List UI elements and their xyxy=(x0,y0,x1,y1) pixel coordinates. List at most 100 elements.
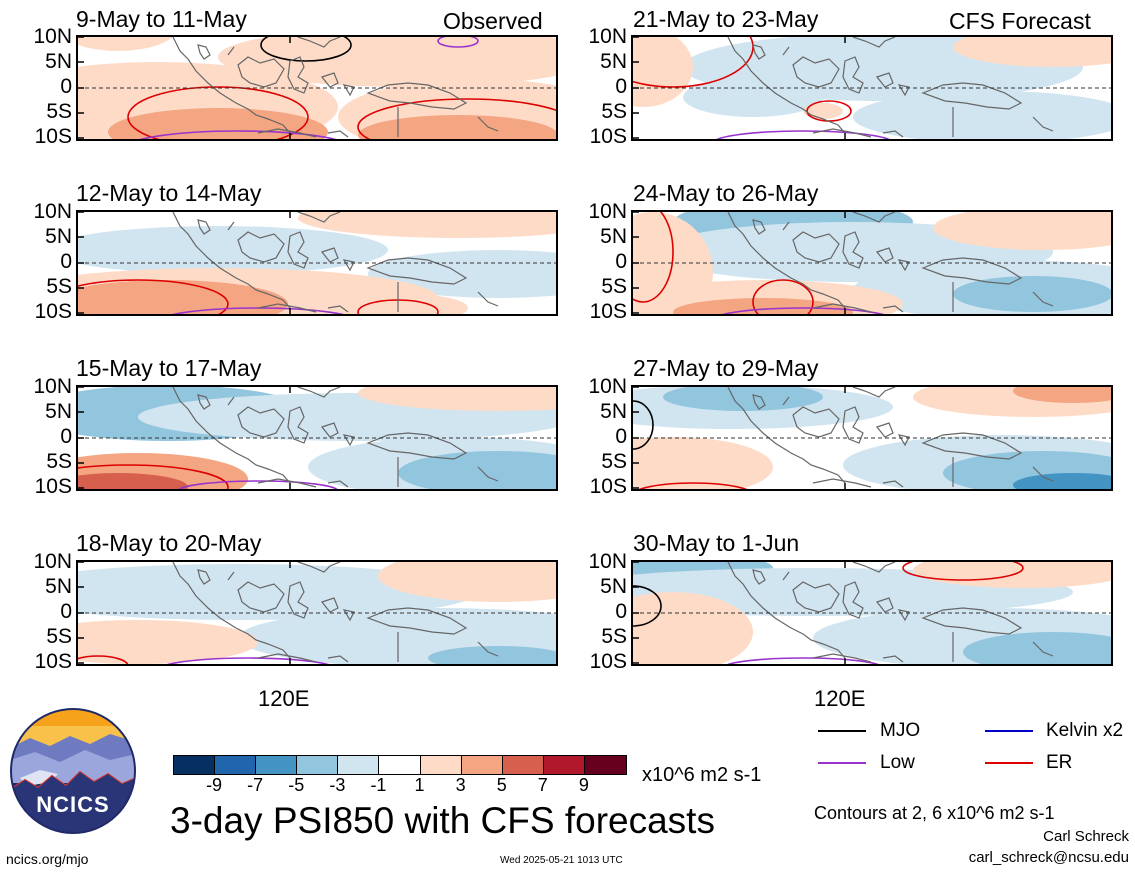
colorbar-units: x10^6 m2 s-1 xyxy=(642,764,761,787)
colorbar-tick-label: -5 xyxy=(281,775,311,796)
lat-label: 5N xyxy=(583,50,627,74)
coastline xyxy=(328,131,348,137)
colorbar-tick-label: -3 xyxy=(322,775,352,796)
lat-label: 10N xyxy=(583,550,627,574)
map-panel-forecast-1 xyxy=(631,35,1113,141)
panel-title: 24-May to 26-May xyxy=(633,180,818,207)
map-panel-observed-2 xyxy=(76,210,558,316)
colorbar-tick-label: 1 xyxy=(405,775,435,796)
lat-label: 10S xyxy=(28,125,72,149)
lat-label: 5N xyxy=(28,575,72,599)
lat-label: 0 xyxy=(28,75,72,99)
legend-label-kelvin: Kelvin x2 xyxy=(1046,720,1123,742)
colorbar-cell xyxy=(174,756,215,774)
panel-tag: CFS Forecast xyxy=(949,8,1091,35)
lat-label: 10N xyxy=(28,550,72,574)
panel-tag: Observed xyxy=(443,8,543,35)
legend-line-mjo xyxy=(818,730,866,732)
anomaly-shading xyxy=(683,77,823,117)
lat-label: 10S xyxy=(583,125,627,149)
lat-label: 5S xyxy=(28,625,72,649)
legend-label-er: ER xyxy=(1046,752,1072,774)
panel-title: 21-May to 23-May xyxy=(633,6,818,33)
lat-label: 5S xyxy=(583,450,627,474)
contour-line xyxy=(713,131,893,139)
colorbar-tick-label: 3 xyxy=(446,775,476,796)
anomaly-shading xyxy=(78,226,388,274)
lat-label: 0 xyxy=(28,425,72,449)
lat-label: 10S xyxy=(583,475,627,499)
timestamp: Wed 2025-05-21 1013 UTC xyxy=(500,855,623,866)
colorbar-cell xyxy=(256,756,297,774)
panel-title: 15-May to 17-May xyxy=(76,355,261,382)
colorbar-tick-label: 5 xyxy=(487,775,517,796)
panel-title: 9-May to 11-May xyxy=(76,6,247,33)
lat-label: 5S xyxy=(583,100,627,124)
legend-label-mjo: MJO xyxy=(880,720,920,742)
lat-label: 0 xyxy=(583,425,627,449)
lat-label: 10S xyxy=(583,650,627,674)
lat-label: 5S xyxy=(28,450,72,474)
colorbar-cell xyxy=(215,756,256,774)
map-svg xyxy=(78,212,556,314)
lon-label-left: 120E xyxy=(258,686,309,712)
map-svg xyxy=(633,562,1111,664)
colorbar-tick-label: 9 xyxy=(569,775,599,796)
author: Carl Schreck xyxy=(1043,828,1129,845)
colorbar-tick-label: -7 xyxy=(240,775,270,796)
lat-label: 0 xyxy=(28,600,72,624)
panel-title: 18-May to 20-May xyxy=(76,530,261,557)
legend-line-kelvin xyxy=(985,730,1033,732)
legend-line-er xyxy=(985,762,1033,764)
lon-label-right: 120E xyxy=(814,686,865,712)
lat-label: 5S xyxy=(583,275,627,299)
lat-label: 10N xyxy=(28,375,72,399)
lat-label: 5S xyxy=(583,625,627,649)
logo-text: NCICS xyxy=(10,792,136,818)
colorbar xyxy=(173,755,627,775)
colorbar-cell xyxy=(544,756,585,774)
coastline xyxy=(813,129,871,137)
lat-label: 5N xyxy=(583,575,627,599)
map-panel-observed-4 xyxy=(76,560,558,666)
colorbar-cell xyxy=(585,756,626,774)
lat-label: 5S xyxy=(28,100,72,124)
lat-label: 10N xyxy=(28,25,72,49)
map-svg xyxy=(78,562,556,664)
coastline xyxy=(877,423,893,437)
lat-label: 10N xyxy=(583,375,627,399)
colorbar-tick-label: -9 xyxy=(199,775,229,796)
map-panel-observed-3 xyxy=(76,385,558,491)
colorbar-cell xyxy=(379,756,420,774)
lat-label: 0 xyxy=(583,600,627,624)
lat-label: 5N xyxy=(28,50,72,74)
anomaly-shading xyxy=(633,437,773,489)
map-svg xyxy=(78,37,556,139)
map-svg xyxy=(78,387,556,489)
site-link[interactable]: ncics.org/mjo xyxy=(6,851,88,867)
lat-label: 5N xyxy=(583,225,627,249)
anomaly-shading xyxy=(803,103,843,119)
lat-label: 10S xyxy=(28,475,72,499)
lat-label: 10N xyxy=(28,200,72,224)
coastline xyxy=(813,479,871,487)
legend-line-low xyxy=(818,762,866,764)
lat-label: 5N xyxy=(28,400,72,424)
map-svg xyxy=(633,212,1111,314)
lat-label: 0 xyxy=(583,75,627,99)
anomaly-shading xyxy=(953,276,1111,312)
colorbar-cell xyxy=(503,756,544,774)
lat-label: 5N xyxy=(28,225,72,249)
lat-label: 10N xyxy=(583,200,627,224)
lat-label: 5N xyxy=(583,400,627,424)
ncics-logo: NCICS xyxy=(10,708,136,834)
coastline xyxy=(344,85,354,95)
map-panel-forecast-2 xyxy=(631,210,1113,316)
colorbar-cell xyxy=(338,756,379,774)
lat-label: 5S xyxy=(28,275,72,299)
lat-label: 10S xyxy=(28,650,72,674)
map-svg xyxy=(633,387,1111,489)
anomaly-shading xyxy=(78,37,178,51)
main-title: 3-day PSI850 with CFS forecasts xyxy=(170,800,715,842)
panel-title: 30-May to 1-Jun xyxy=(633,530,799,557)
